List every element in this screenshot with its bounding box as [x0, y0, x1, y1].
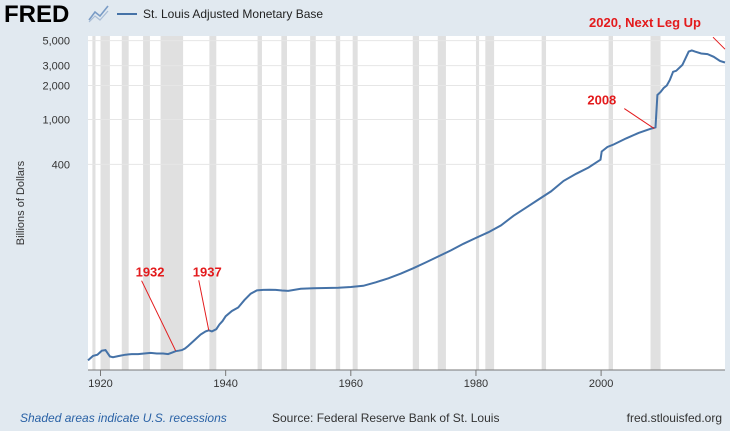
recession-band	[257, 36, 262, 370]
annotation-label: 1932	[136, 265, 165, 280]
recession-band	[335, 36, 341, 370]
plot-area	[88, 36, 725, 370]
y-tick-label: 2,000	[42, 81, 70, 93]
recession-band	[143, 36, 150, 370]
annotations: 1932 1937 2008 2020, Next Leg Up	[136, 15, 726, 351]
y-tick-labels: 400 1,000 2,000 3,000 5,000	[42, 36, 70, 172]
source-note: Source: Federal Reserve Bank of St. Loui…	[272, 411, 499, 425]
legend-label[interactable]: St. Louis Adjusted Monetary Base	[143, 7, 323, 21]
fred-logo[interactable]: FRED	[4, 1, 69, 28]
recession-band	[485, 36, 495, 370]
recession-band	[160, 36, 184, 370]
y-tick-label: 5,000	[42, 36, 70, 48]
x-tick-label: 1960	[339, 378, 363, 390]
y-axis-label: Billions of Dollars	[15, 160, 27, 245]
recession-band	[121, 36, 129, 370]
x-tick-labels: 1920 1940 1960 1980 2000	[88, 369, 725, 390]
recession-band	[412, 36, 420, 370]
x-tick-label: 1940	[213, 378, 237, 390]
site-link[interactable]: fred.stlouisfed.org	[627, 411, 722, 425]
series-line	[87, 49, 726, 362]
annotation-pointer	[198, 280, 210, 331]
recession-band	[100, 36, 110, 370]
y-tick-label: 3,000	[42, 61, 70, 73]
annotation-pointer	[624, 108, 655, 130]
recession-band	[608, 36, 613, 370]
annotation-label: 2008	[587, 93, 616, 108]
annotation-pointer	[141, 280, 177, 351]
x-tick-label: 1920	[88, 378, 112, 390]
y-tick-label: 1,000	[42, 114, 70, 126]
recession-band	[281, 36, 287, 370]
x-tick-label: 2000	[589, 378, 613, 390]
recession-note: Shaded areas indicate U.S. recessions	[20, 411, 227, 425]
annotation-label: 1937	[193, 264, 222, 279]
recession-band	[310, 36, 316, 370]
y-tick-label: 400	[52, 159, 70, 171]
recession-band	[209, 36, 217, 370]
recession-band	[92, 36, 96, 370]
recession-band	[475, 36, 480, 370]
recession-band	[541, 36, 547, 370]
grid-lines	[88, 40, 725, 165]
recession-band	[352, 36, 358, 370]
recession-band	[437, 36, 446, 370]
annotation-label: 2020, Next Leg Up	[589, 15, 701, 30]
x-tick-label: 1980	[464, 378, 488, 390]
annotation-pointer	[712, 36, 726, 50]
recession-band	[650, 36, 661, 370]
line-chart-icon	[88, 5, 109, 23]
